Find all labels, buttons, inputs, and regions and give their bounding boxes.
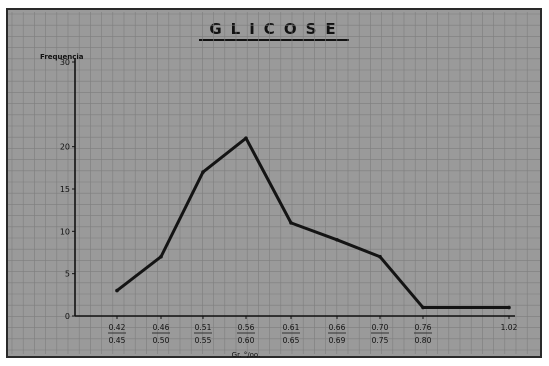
data-point (335, 238, 339, 242)
grid-lines (8, 12, 540, 354)
x-tick-label-top: 0.42 (109, 323, 126, 332)
y-tick-label: 20 (60, 143, 70, 152)
y-tick-label: 15 (60, 185, 70, 194)
chart-frame: GLICOSE (6, 8, 542, 358)
data-point (115, 288, 119, 293)
y-axis-label: Frequencia (40, 53, 84, 61)
axes (74, 58, 515, 317)
x-tick-label-bottom: 0.65 (283, 336, 300, 345)
x-tick-label-bottom: 0.60 (238, 336, 255, 345)
x-tick-labels: 0.42 0.45 0.46 0.50 0.51 0.55 0.56 0.60 0.61 0.65… (108, 316, 518, 345)
x-tick-label-top: 0.51 (195, 323, 212, 332)
data-series (115, 136, 511, 310)
series-line (115, 136, 511, 310)
x-tick-label-top: 0.70 (372, 323, 389, 332)
x-tick-label-bottom: 0.75 (372, 336, 389, 345)
y-tick-label: 10 (60, 227, 70, 236)
y-tick-label: 0 (65, 312, 70, 321)
y-tick-label: 30 (60, 58, 70, 67)
x-tick-label-bottom: 0.69 (329, 336, 346, 345)
x-tick-label-top: 0.61 (283, 323, 300, 332)
x-tick-label-bottom: 0.50 (153, 336, 170, 345)
x-tick-label-top: 0.56 (238, 323, 255, 332)
x-tick-label-top: 1.02 (501, 323, 518, 332)
y-tick-label: 5 (65, 270, 70, 279)
x-tick-label-top: 0.66 (329, 323, 346, 332)
x-tick-label-top: 0.46 (153, 323, 170, 332)
x-axis-label: Gr. °/oo. (232, 351, 261, 359)
data-point (378, 254, 382, 259)
y-tick-labels: 0 5 10 15 20 30 (60, 58, 75, 321)
x-tick-label-bottom: 0.45 (109, 336, 126, 345)
x-tick-label-top: 0.76 (415, 323, 432, 332)
x-tick-label-bottom: 0.55 (195, 336, 212, 345)
chart-title: GLICOSE (8, 20, 540, 41)
data-point (201, 170, 205, 174)
data-point (507, 305, 511, 310)
x-tick-label-bottom: 0.80 (415, 336, 432, 345)
data-point (289, 221, 293, 225)
data-point (421, 305, 425, 310)
data-point (244, 136, 248, 140)
data-point (159, 254, 163, 259)
